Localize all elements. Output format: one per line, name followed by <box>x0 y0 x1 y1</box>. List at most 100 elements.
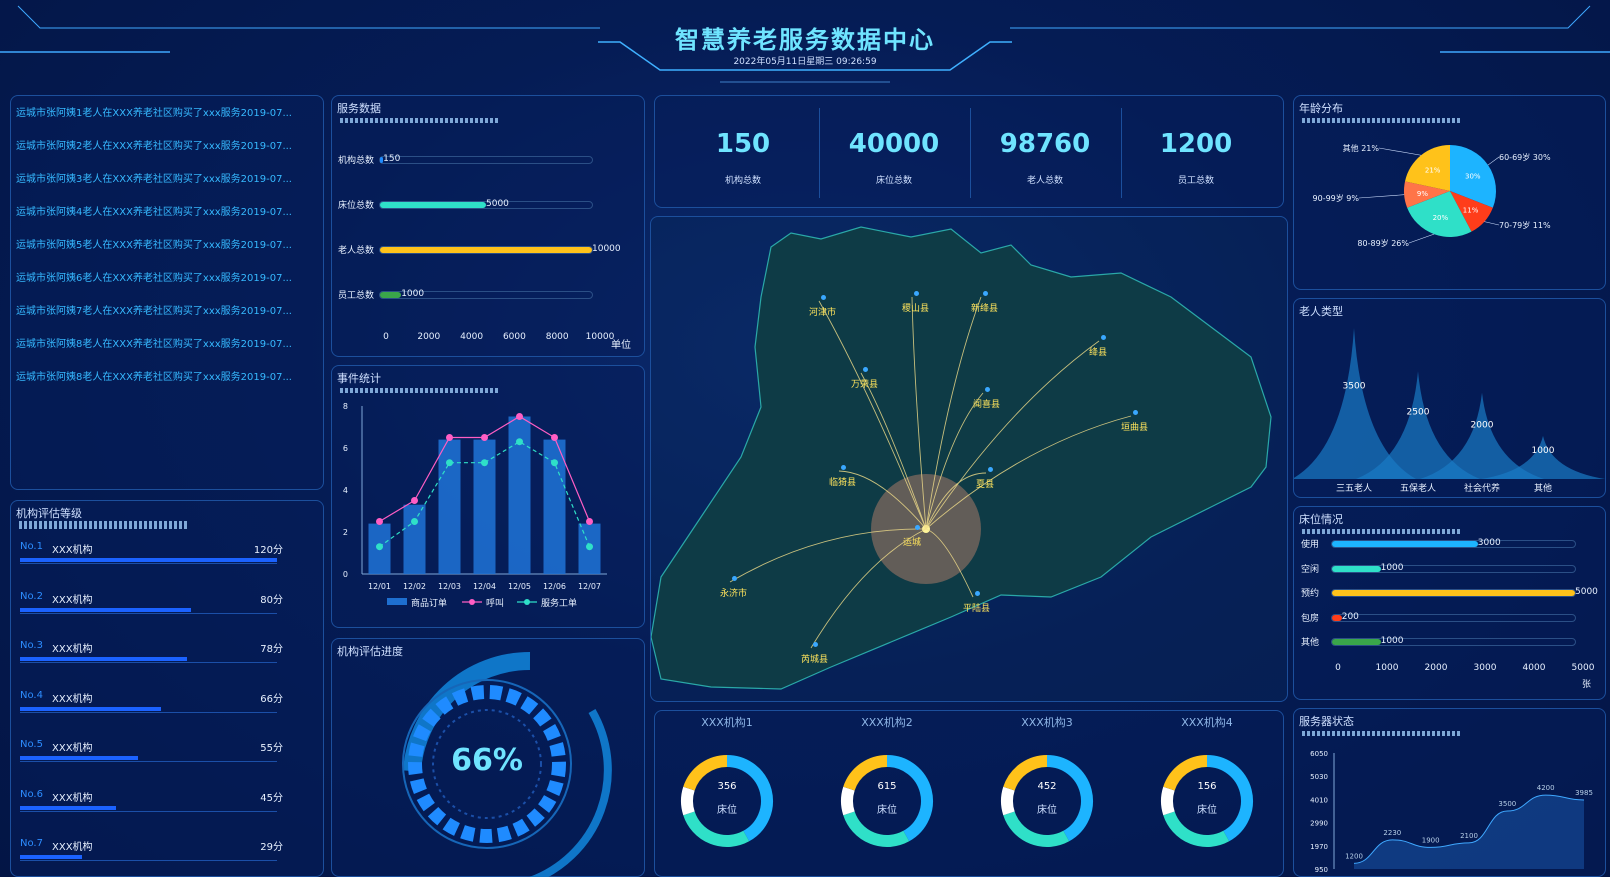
feed-item[interactable]: 运城市张阿姨8老人在XXX养老社区购买了xxx服务2019-07... <box>16 372 292 383</box>
city-marker <box>914 291 919 296</box>
feed-item[interactable]: 运城市张阿姨6老人在XXX养老社区购买了xxx服务2019-07... <box>16 273 292 284</box>
type-value: 3500 <box>1343 381 1366 391</box>
gauge-right-arc <box>529 709 612 877</box>
feed-item[interactable]: 运城市张阿姨2老人在XXX养老社区购买了xxx服务2019-07... <box>16 141 292 152</box>
city-label[interactable]: 运城 <box>903 538 922 548</box>
route-8 <box>925 472 987 530</box>
legend-label: 呼叫 <box>486 598 504 609</box>
org-donut <box>1001 755 1093 847</box>
stat-value: 98760 <box>999 129 1091 159</box>
rank-bar <box>20 805 117 810</box>
city-label[interactable]: 稷山县 <box>902 304 930 314</box>
city-label[interactable]: 万荣县 <box>851 380 879 390</box>
city-label[interactable]: 平陆县 <box>963 604 991 614</box>
type-value: 2500 <box>1407 407 1430 417</box>
y-tick: 8 <box>343 402 348 411</box>
service-unit-label: 单位 <box>611 340 631 351</box>
org-donut <box>1161 755 1253 847</box>
city-marker <box>821 295 826 300</box>
bar-value: 150 <box>383 154 401 164</box>
route-4 <box>860 372 927 530</box>
x-tick: 12/07 <box>578 582 601 591</box>
rank-score: 55分 <box>260 743 283 754</box>
series-2-point-2 <box>446 459 453 467</box>
rank-score: 120分 <box>253 545 283 556</box>
bar-label: 老人总数 <box>338 246 375 256</box>
page-title: 智慧养老服务数据中心 <box>675 26 935 54</box>
bar-track <box>1331 564 1576 573</box>
feed-item[interactable]: 运城市张阿姨4老人在XXX养老社区购买了xxx服务2019-07... <box>16 207 292 218</box>
server-title-decoration <box>1302 731 1462 736</box>
org-name: XXX机构4 <box>1181 716 1233 729</box>
org-donut <box>841 755 933 847</box>
type-category: 五保老人 <box>1400 482 1436 494</box>
axis-tick: 3000 <box>1473 663 1497 673</box>
city-label[interactable]: 绛县 <box>1089 348 1108 358</box>
header-datetime: 2022年05月11日星期三 09:26:59 <box>733 57 877 67</box>
route-7 <box>838 470 927 530</box>
feed-item[interactable]: 运城市张阿姨3老人在XXX养老社区购买了xxx服务2019-07... <box>16 174 292 185</box>
org-donut <box>681 755 773 847</box>
city-marker <box>983 291 988 296</box>
region-shape <box>651 226 1272 690</box>
x-tick: 12/04 <box>473 582 496 591</box>
x-tick: 12/01 <box>368 582 391 591</box>
server-title: 服务器状态 <box>1299 715 1354 728</box>
feed-item[interactable]: 运城市张阿姨8老人在XXX养老社区购买了xxx服务2019-07... <box>16 339 292 350</box>
city-label[interactable]: 临猗县 <box>829 478 857 488</box>
org-beds-panel: XXX机构1 356 床位 XXX机构2 615 床位 XXX机构3 452 床位 XXX机构4 1… <box>654 710 1284 877</box>
donut-segment <box>726 755 773 842</box>
route-2 <box>925 296 982 530</box>
bar-fill <box>380 247 592 253</box>
server-point-label: 1900 <box>1422 836 1440 844</box>
event-stats-panel: 事件统计 0 2 4 6 8 12/01 12/02 12/03 12/04 12/05 12/06… <box>331 365 645 628</box>
pie-slice-2 <box>1407 191 1472 237</box>
city-label[interactable]: 河津市 <box>809 308 837 318</box>
x-tick: 12/02 <box>403 582 426 591</box>
city-label[interactable]: 永济市 <box>720 589 748 599</box>
region-map[interactable] <box>651 217 1289 703</box>
pie-slice-3 <box>1404 181 1450 208</box>
city-marker <box>863 367 868 372</box>
rank-name: XXX机构 <box>52 545 93 556</box>
donut-segment <box>1163 811 1230 847</box>
pie-slice-0 <box>1450 145 1496 208</box>
rank-name: XXX机构 <box>52 693 93 705</box>
server-point-label: 2230 <box>1383 829 1401 837</box>
city-label[interactable]: 夏县 <box>976 480 995 490</box>
donut-segment <box>1046 755 1093 842</box>
y-tick: 2990 <box>1310 820 1328 828</box>
city-label[interactable]: 闻喜县 <box>973 400 1001 410</box>
legend-label: 服务工单 <box>541 597 577 609</box>
bar-fill <box>1332 639 1381 645</box>
bar-fill <box>1332 541 1478 547</box>
donut-segment <box>1161 786 1175 816</box>
type-category: 社会代养 <box>1464 482 1500 494</box>
types-title: 老人类型 <box>1299 305 1343 318</box>
bar-value: 5000 <box>1575 587 1598 597</box>
pie-leader <box>1408 233 1435 244</box>
axis-tick: 5000 <box>1571 663 1595 673</box>
donut-segment <box>1001 786 1015 816</box>
types-chart: 3500 三五老人 2500 五保老人 2000 社会代养 1000 其他 <box>1294 328 1605 494</box>
donut-segment <box>1163 755 1208 791</box>
city-label[interactable]: 新绛县 <box>971 304 999 314</box>
progress-value: 66% <box>451 743 523 778</box>
city-label[interactable]: 垣曲县 <box>1121 423 1149 433</box>
rank-score: 66分 <box>260 693 283 705</box>
server-point-label: 3500 <box>1498 800 1516 808</box>
beds-unit-label: 张 <box>1582 680 1592 690</box>
feed-item[interactable]: 运城市张阿姨5老人在XXX养老社区购买了xxx服务2019-07... <box>16 240 292 251</box>
city-label[interactable]: 芮城县 <box>801 655 829 665</box>
feed-item[interactable]: 运城市张阿姨7老人在XXX养老社区购买了xxx服务2019-07... <box>16 306 292 317</box>
bar-track <box>379 201 593 209</box>
bar-fill <box>380 292 402 298</box>
feed-item[interactable]: 运城市张阿姨1老人在XXX养老社区购买了xxx服务2019-07... <box>16 108 292 119</box>
bar-track <box>379 246 593 254</box>
header-frame <box>0 5 1610 83</box>
event-chart: 0 2 4 6 8 12/01 12/02 12/03 12/04 12/05 12/06 12/07… <box>343 402 607 609</box>
series-1-point-3 <box>481 434 488 441</box>
bar-value: 1000 <box>401 289 425 299</box>
x-tick: 12/05 <box>508 582 531 591</box>
age-panel: 年龄分布 30% 60-69岁 30% 11% 70-79岁 11% 20% 80-89岁… <box>1293 95 1606 290</box>
